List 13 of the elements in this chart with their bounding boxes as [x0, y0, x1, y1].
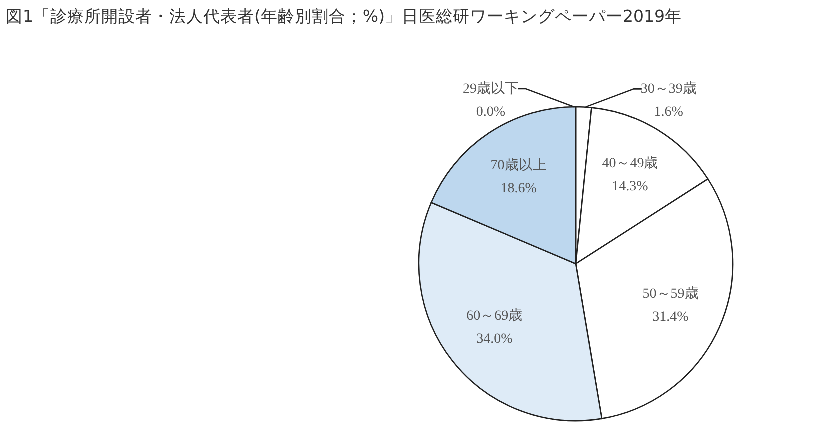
slice-label: 50～59歳	[642, 286, 699, 302]
slice-label: 30～39歳	[640, 81, 697, 98]
data-label: 1.6%	[654, 105, 684, 120]
text: 0.0%	[476, 105, 506, 120]
data-label: 31.4%	[652, 310, 690, 325]
data-label: 18.6%	[500, 182, 538, 197]
data-label: 14.3%	[612, 180, 649, 195]
chart-title: 図1「診療所開設者・法人代表者(年齢別割合；%)」日医総研ワーキングペーパー2019年	[6, 7, 682, 26]
legend-label: 29歳以下	[463, 81, 519, 97]
slice-label: 40～49歳	[602, 156, 658, 172]
slice-label: 70歳以上	[490, 158, 547, 174]
data-label: 34.0%	[476, 332, 514, 348]
slice-label: 60～69歳	[466, 308, 523, 324]
